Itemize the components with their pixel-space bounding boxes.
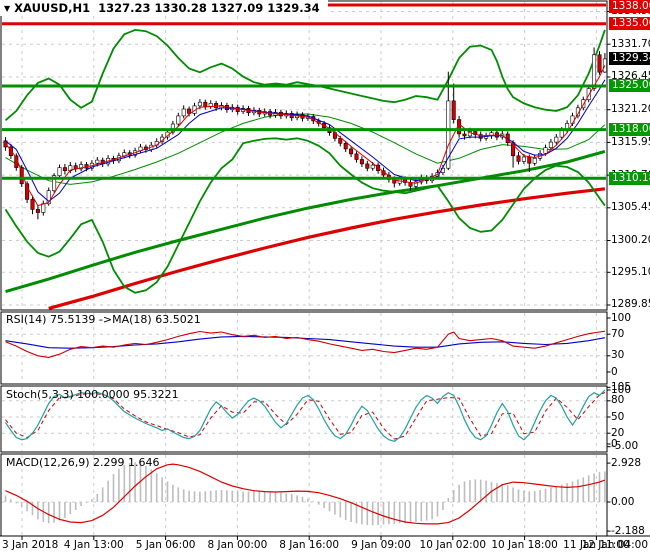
candle-body <box>176 115 181 125</box>
price-line-label: 1325.00 <box>609 79 650 93</box>
candle-body <box>548 141 553 149</box>
candle-body <box>41 203 46 213</box>
price-line-label: 1318.00 <box>609 123 650 137</box>
candle-body <box>554 136 559 143</box>
chart-title-bar: ▼ XAUUSD,H1 1327.23 1330.28 1327.09 1329.… <box>0 0 328 16</box>
candle-body <box>446 100 451 169</box>
candle-body <box>359 159 364 165</box>
candle-body <box>8 146 13 156</box>
price-scale-label: 1300.20 <box>611 234 650 246</box>
candle-body <box>95 159 100 164</box>
candle-body <box>338 138 343 144</box>
candle-body <box>592 54 597 89</box>
candle-body <box>203 101 208 107</box>
candle-body <box>52 175 57 191</box>
price-scale-label: 1305.45 <box>611 201 650 214</box>
time-label: 10 Jan 18:00 <box>491 539 558 551</box>
macd-signal-line <box>5 463 606 525</box>
candle-body <box>30 199 35 210</box>
candle-body <box>170 123 175 133</box>
macd-indicator-label: MACD(12,26,9) 2.299 1.646 <box>6 456 160 469</box>
candle-body <box>187 108 192 114</box>
candle-body <box>349 148 354 155</box>
symbol-dropdown-icon[interactable]: ▼ <box>4 4 11 13</box>
indicator-scale-label: 100 <box>611 383 632 396</box>
candle-body <box>451 100 456 120</box>
time-label: 11 Jan 11:00 <box>563 539 630 551</box>
candle-body <box>521 156 526 162</box>
price-line-label: 1310.18 <box>609 171 650 185</box>
candle-body <box>365 163 370 169</box>
stoch-main-line <box>5 389 606 442</box>
candle-body <box>586 88 591 100</box>
candle-body <box>516 155 521 162</box>
candle-body <box>35 209 40 213</box>
indicator-scale-label: 30 <box>611 349 625 362</box>
time-label: 8 Jan 00:00 <box>207 539 268 551</box>
time-label: 4 Jan 13:00 <box>63 539 124 551</box>
candle-body <box>462 133 467 137</box>
candle-body <box>532 158 537 164</box>
rsi-indicator-label: RSI(14) 75.5139 ->MA(18) 63.5021 <box>6 313 201 326</box>
price-scale-label: 1326.45 <box>611 70 650 83</box>
time-label: 9 Jan 09:00 <box>351 539 411 551</box>
indicator-scale-label: 50 <box>611 410 625 423</box>
time-label: 10 Jan 02:00 <box>419 539 487 551</box>
indicator-scale-label: 0 <box>611 365 618 378</box>
price-line-label: 1335.00 <box>609 17 650 31</box>
candle-body <box>370 164 375 169</box>
candle-body <box>413 181 418 187</box>
candle-body <box>408 182 413 187</box>
price-scale-label: 1321.20 <box>611 103 650 116</box>
symbol-timeframe: XAUUSD,H1 <box>14 1 91 15</box>
time-label: 5 Jan 06:00 <box>135 539 196 551</box>
indicator-scale-label: -5.00 <box>611 440 639 453</box>
fast-ma-blue-line <box>5 79 606 202</box>
price-scale-label: 1295.10 <box>611 265 650 278</box>
slow-ma-green-line <box>5 149 606 294</box>
indicator-scale-label: -2.188 <box>611 524 645 537</box>
time-label: 12 Jan 04:00 <box>581 539 648 551</box>
fast-ma-red-line <box>5 65 606 207</box>
candle-body <box>354 153 359 160</box>
candle-body <box>181 108 186 117</box>
indicator-scale-label: 2.928 <box>611 456 642 469</box>
candle-body <box>343 143 348 150</box>
indicator-scale-label: 0 <box>611 437 618 450</box>
price-scale-label: 1331.70 <box>611 37 650 50</box>
candle-body <box>46 190 51 205</box>
candle-body <box>543 147 548 154</box>
price-line-label: 1329.34 <box>609 52 650 66</box>
candle-body <box>57 167 62 177</box>
indicator-scale-label: 20 <box>611 426 625 439</box>
candle-body <box>62 167 67 172</box>
candle-body <box>25 183 30 200</box>
candle-body <box>197 101 202 107</box>
time-label: 3 Jan 2018 <box>2 539 59 551</box>
price-scale-label: 1315.95 <box>611 135 650 148</box>
macd-histogram <box>4 462 606 526</box>
indicator-scale-label: 80 <box>611 394 625 407</box>
rsi-line <box>5 330 605 358</box>
ohlc-readout: 1327.23 1330.28 1327.09 1329.34 <box>98 1 320 15</box>
candle-body <box>559 129 564 138</box>
candle-body <box>79 164 84 170</box>
candle-body <box>527 156 532 164</box>
indicator-scale-label: 100 <box>611 311 632 324</box>
candle-body <box>214 103 219 109</box>
stoch-indicator-label: Stoch(5,3,3) 100.0000 95.3221 <box>6 388 179 401</box>
indicator-scale-label: 105 <box>611 380 632 393</box>
candle-body <box>597 54 602 73</box>
indicator-scale-label: 0.00 <box>611 495 635 508</box>
axis-ticks <box>21 11 611 540</box>
price-line-label: 1338.00 <box>609 0 650 13</box>
indicator-scale-label: 70 <box>611 327 625 340</box>
time-label: 8 Jan 16:00 <box>279 539 340 551</box>
bollinger-lower-line <box>4 137 606 294</box>
price-scale-label: 1289.85 <box>611 298 650 311</box>
